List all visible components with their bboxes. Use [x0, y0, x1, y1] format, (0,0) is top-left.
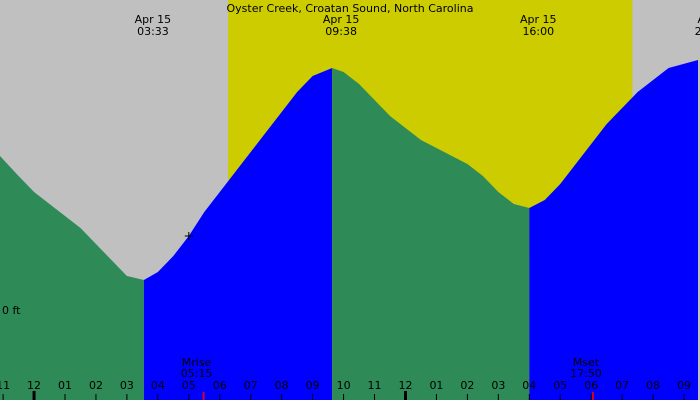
hour-tick-label: 12 [27, 379, 41, 392]
hour-tick-label: 06 [584, 379, 598, 392]
hour-tick-label: 11 [368, 379, 382, 392]
hour-tick-label: 02 [89, 379, 103, 392]
hour-tick-label: 07 [244, 379, 258, 392]
hour-tick-label: 04 [522, 379, 536, 392]
hour-tick-label: 12 [398, 379, 412, 392]
high-tide-time: 21:4 [695, 25, 700, 38]
high-tide-date: Apr 15 [323, 13, 360, 26]
hour-tick-label: 09 [677, 379, 691, 392]
moon-event-name: Mset [573, 356, 600, 369]
low-tide-date: Apr 15 [135, 13, 172, 26]
hour-tick-label: 01 [429, 379, 443, 392]
rising-tide-area [143, 68, 333, 400]
moon-event-time: 05:15 [181, 367, 213, 380]
hour-tick-label: 05 [182, 379, 196, 392]
hour-axis: 11 12 01 02 03 04 05 06 07 08 09 10 11 12 01 02 03 04 05 06… [0, 379, 691, 400]
hour-tick-label: 07 [615, 379, 629, 392]
moon-event-time: 17:50 [570, 367, 602, 380]
hour-tick-label: 04 [151, 379, 165, 392]
low-tide-time: 16:00 [522, 25, 554, 38]
low-tide-time: 03:33 [137, 25, 169, 38]
rising-tide-area [529, 60, 698, 400]
falling-tide-area [0, 156, 144, 400]
hour-tick-label: 08 [275, 379, 289, 392]
hour-tick-label: 08 [646, 379, 660, 392]
hour-tick-label: 05 [553, 379, 567, 392]
moon-event-name: Mrise [182, 356, 212, 369]
falling-tide-area [332, 68, 530, 400]
hour-tick-label: 11 [0, 379, 10, 392]
hour-tick-label: 03 [120, 379, 134, 392]
current-position-marker [184, 232, 193, 240]
hour-tick-label: 01 [58, 379, 72, 392]
hour-tick-label: 02 [460, 379, 474, 392]
high-tide-time: 09:38 [325, 25, 357, 38]
zero-level-label: 0 ft [2, 304, 21, 317]
hour-tick-label: 06 [213, 379, 227, 392]
hour-tick-label: 10 [337, 379, 351, 392]
hour-tick-label: 09 [306, 379, 320, 392]
high-tide-date: Apr [697, 13, 700, 26]
chart-title: Oyster Creek, Croatan Sound, North Carol… [227, 2, 474, 15]
low-tide-date: Apr 15 [520, 13, 557, 26]
tide-area-fills [0, 60, 698, 400]
hour-tick-label: 03 [491, 379, 505, 392]
